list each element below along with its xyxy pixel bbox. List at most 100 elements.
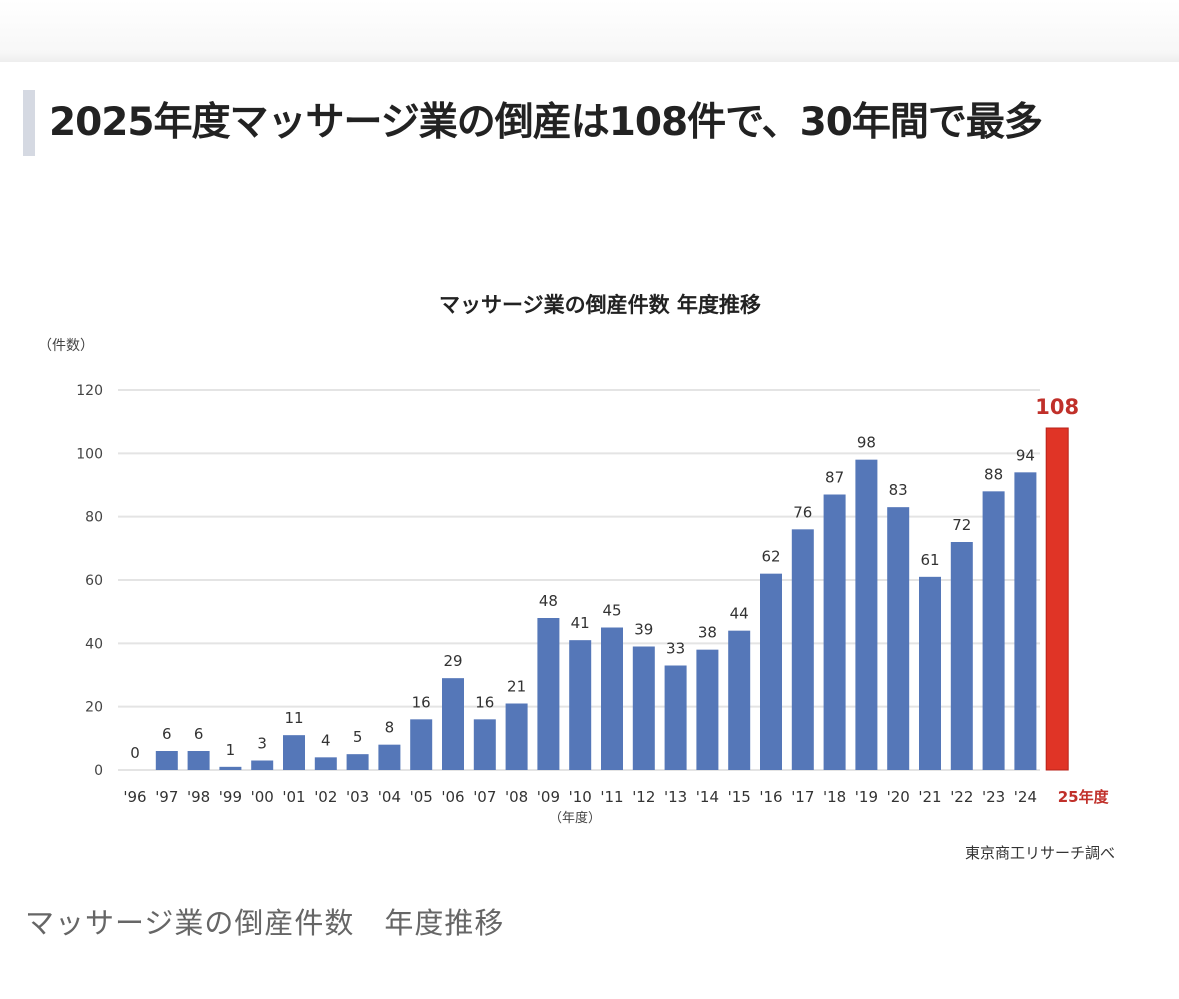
bar	[378, 744, 401, 770]
x-tick-label: '14	[696, 788, 719, 806]
x-tick-label: '99	[219, 788, 242, 806]
x-tick-label: '15	[728, 788, 751, 806]
x-tick-label: '07	[473, 788, 496, 806]
bar-chart: 0 20 40 60 80 100 120 0 '96 6 '97 6 '98 1 '99 3 '00 11 '01…	[38, 293, 1115, 862]
data-label: 16	[412, 693, 431, 711]
x-tick-label: '97	[155, 788, 178, 806]
x-tick-label: '08	[505, 788, 528, 806]
data-label: 44	[730, 605, 749, 623]
data-label: 61	[920, 551, 939, 569]
data-label: 88	[984, 465, 1003, 483]
chart-title: マッサージ業の倒産件数 年度推移	[439, 293, 761, 317]
x-tick-label: '19	[855, 788, 878, 806]
bar	[283, 735, 305, 770]
x-tick-label: '16	[759, 788, 782, 806]
x-tick-label: '10	[569, 788, 592, 806]
bar	[601, 627, 623, 770]
x-tick-label: '24	[1014, 788, 1037, 806]
data-label: 94	[1016, 446, 1035, 464]
data-label: 6	[162, 725, 172, 743]
bar	[155, 751, 178, 770]
bar	[187, 751, 210, 770]
x-tick-label: '96	[123, 788, 146, 806]
y-tick-label: 0	[94, 763, 103, 779]
bar	[505, 703, 528, 770]
x-tick-label: '03	[346, 788, 369, 806]
data-label: 76	[793, 503, 812, 521]
bar	[696, 649, 719, 770]
data-label: 48	[539, 592, 558, 610]
x-tick-label: '13	[664, 788, 687, 806]
x-tick-label: '11	[600, 788, 623, 806]
bar	[760, 573, 782, 770]
bar	[982, 491, 1005, 770]
y-axis-label: （件数）	[38, 338, 94, 354]
bar	[823, 494, 846, 770]
x-tick-label: '21	[918, 788, 941, 806]
x-tick-label: '04	[378, 788, 401, 806]
data-label: 8	[385, 719, 395, 737]
bar	[950, 542, 973, 770]
headline-block: 2025年度マッサージ業の倒産は108件で、30年間で最多	[23, 90, 1169, 156]
x-tick-label: '98	[187, 788, 210, 806]
y-tick-label: 40	[85, 636, 103, 652]
data-label: 5	[353, 728, 363, 746]
bar	[314, 757, 337, 770]
x-tick-label: '23	[982, 788, 1005, 806]
bar	[473, 719, 496, 770]
bar	[919, 576, 941, 770]
data-label: 45	[602, 602, 621, 620]
x-tick-label: 25年度	[1058, 788, 1110, 806]
bar	[887, 507, 910, 770]
x-tick-label: '18	[823, 788, 846, 806]
image-caption: マッサージ業の倒産件数 年度推移	[25, 906, 505, 940]
bar-highlight	[1045, 427, 1069, 771]
bar	[219, 766, 242, 770]
x-tick-label: '02	[314, 788, 337, 806]
data-label: 4	[321, 731, 331, 749]
data-label: 98	[857, 434, 876, 452]
x-tick-label: '00	[251, 788, 274, 806]
data-label: 62	[761, 548, 780, 566]
data-label: 11	[284, 709, 303, 727]
bar	[569, 640, 592, 770]
data-label: 38	[698, 624, 717, 642]
x-tick-label: '01	[282, 788, 305, 806]
top-band	[0, 0, 1179, 62]
data-label: 72	[952, 516, 971, 534]
x-tick-label: '12	[632, 788, 655, 806]
bar	[791, 529, 814, 770]
data-label: 33	[666, 640, 685, 658]
bar	[537, 618, 560, 770]
bar	[632, 646, 655, 770]
data-label: 87	[825, 469, 844, 487]
data-label: 0	[130, 744, 140, 762]
data-label: 21	[507, 678, 526, 696]
bar	[664, 665, 687, 770]
y-tick-label: 60	[85, 573, 103, 589]
x-axis-label: （年度）	[549, 810, 601, 826]
data-label: 29	[443, 652, 462, 670]
headline: 2025年度マッサージ業の倒産は108件で、30年間で最多	[49, 100, 1043, 145]
y-tick-label: 80	[85, 510, 103, 526]
bar	[410, 719, 433, 770]
x-tick-label: '22	[950, 788, 973, 806]
x-tick-label: '20	[887, 788, 910, 806]
bar	[728, 630, 751, 770]
x-tick-label: '17	[791, 788, 814, 806]
data-label: 39	[634, 621, 653, 639]
data-label: 41	[571, 614, 590, 632]
x-tick-label: '09	[537, 788, 560, 806]
bar	[442, 678, 464, 770]
bar	[346, 754, 369, 770]
y-tick-label: 120	[76, 383, 103, 399]
y-tick-label: 20	[85, 700, 103, 716]
data-label: 108	[1035, 395, 1079, 419]
bar	[1014, 472, 1037, 770]
bar	[855, 459, 878, 770]
data-label: 6	[194, 725, 204, 743]
data-label: 3	[257, 735, 267, 753]
data-label: 1	[226, 741, 236, 759]
x-tick-label: '05	[410, 788, 433, 806]
bar	[251, 760, 274, 770]
